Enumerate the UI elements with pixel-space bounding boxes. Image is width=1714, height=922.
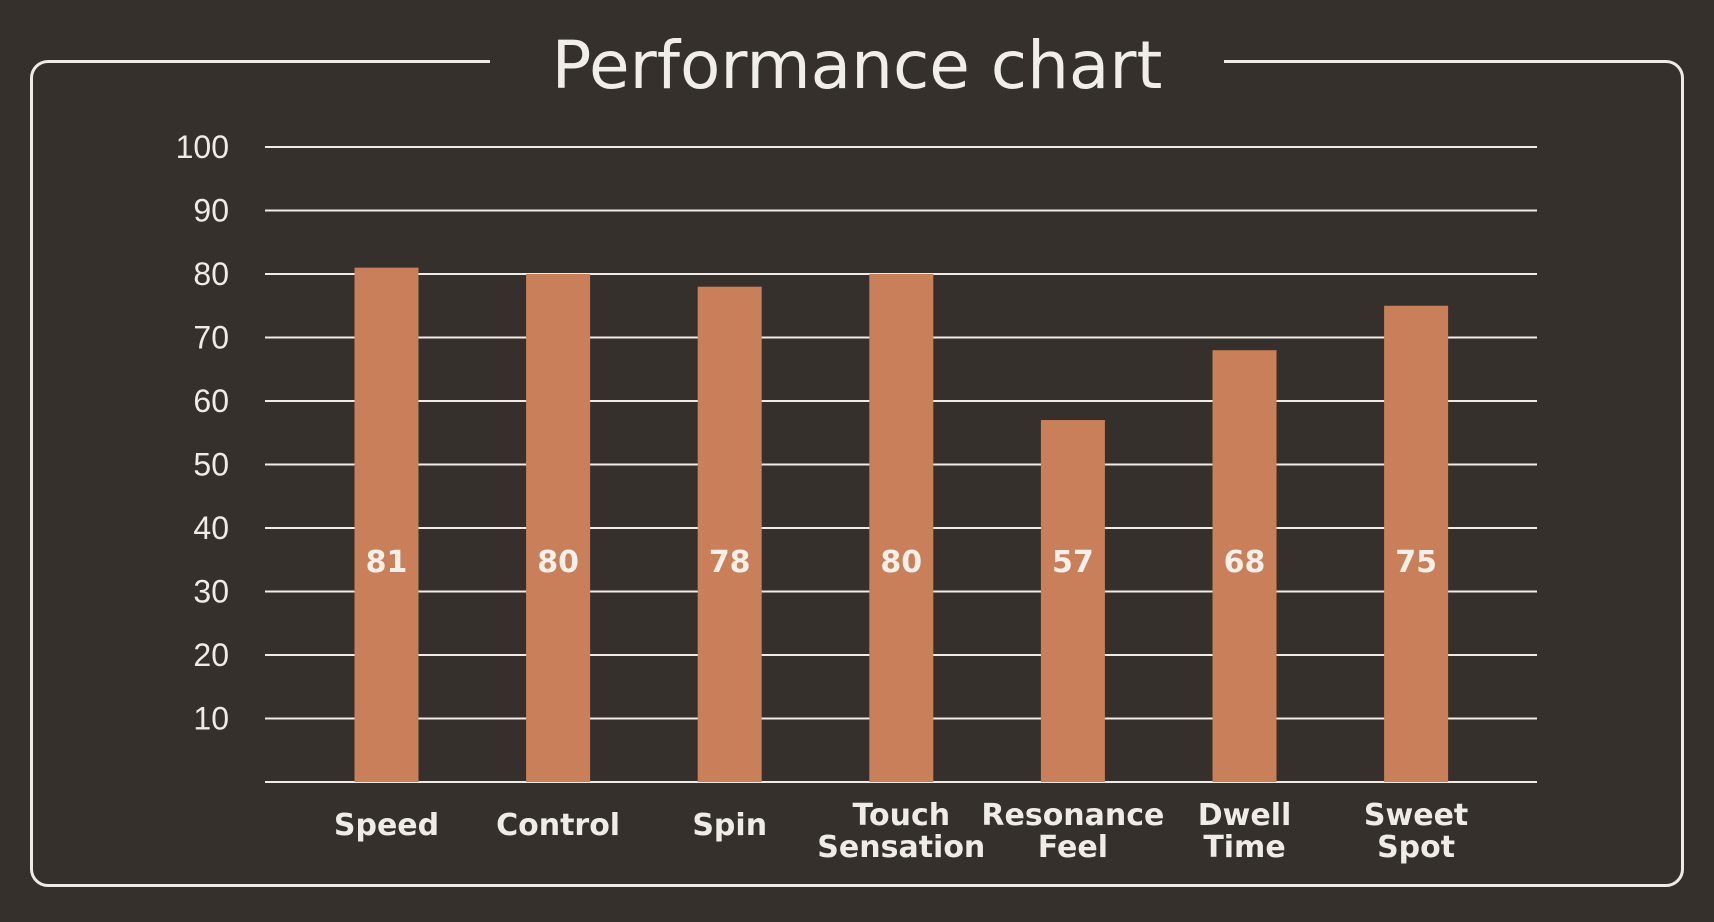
y-tick-label: 60: [193, 383, 229, 419]
x-tick-label: Dwell Time: [1198, 798, 1292, 865]
bar-value-label: 57: [1052, 545, 1094, 580]
y-tick-label: 50: [193, 447, 229, 483]
x-tick-label: Touch Sensation: [817, 798, 985, 865]
y-tick-label: 40: [193, 510, 229, 546]
x-tick-label: Sweet Spot: [1364, 798, 1468, 865]
bar-value-label: 78: [709, 545, 751, 580]
bar-value-label: 81: [366, 545, 408, 580]
x-tick-label: Spin: [692, 808, 767, 843]
bar-value-label: 75: [1395, 545, 1437, 580]
bar-value-label: 68: [1224, 545, 1266, 580]
y-tick-label: 90: [193, 193, 229, 229]
bar: [869, 274, 934, 782]
bar: [1040, 420, 1105, 782]
bar: [354, 267, 419, 782]
y-tick-label: 70: [193, 320, 229, 356]
y-tick-label: 20: [193, 637, 229, 673]
bar: [526, 274, 591, 782]
y-tick-label: 30: [193, 574, 229, 610]
value-labels: 81 80 78 80 57 68 75: [366, 545, 1437, 580]
bar: [1384, 305, 1449, 782]
y-tick-label: 80: [193, 256, 229, 292]
y-axis-ticks: 10 20 30 40 50 60 70 80 90 100: [176, 129, 229, 737]
x-tick-label: Speed: [334, 808, 439, 843]
bar: [1212, 350, 1277, 782]
x-tick-label: Control: [496, 808, 620, 843]
chart-title: Performance chart: [490, 18, 1224, 114]
bars: [354, 267, 1449, 782]
bar-value-label: 80: [880, 545, 922, 580]
bar: [697, 286, 762, 782]
y-tick-label: 10: [193, 701, 229, 737]
bar-value-label: 80: [537, 545, 579, 580]
x-tick-label: Resonance Feel: [981, 798, 1164, 865]
y-tick-label: 100: [176, 129, 229, 165]
